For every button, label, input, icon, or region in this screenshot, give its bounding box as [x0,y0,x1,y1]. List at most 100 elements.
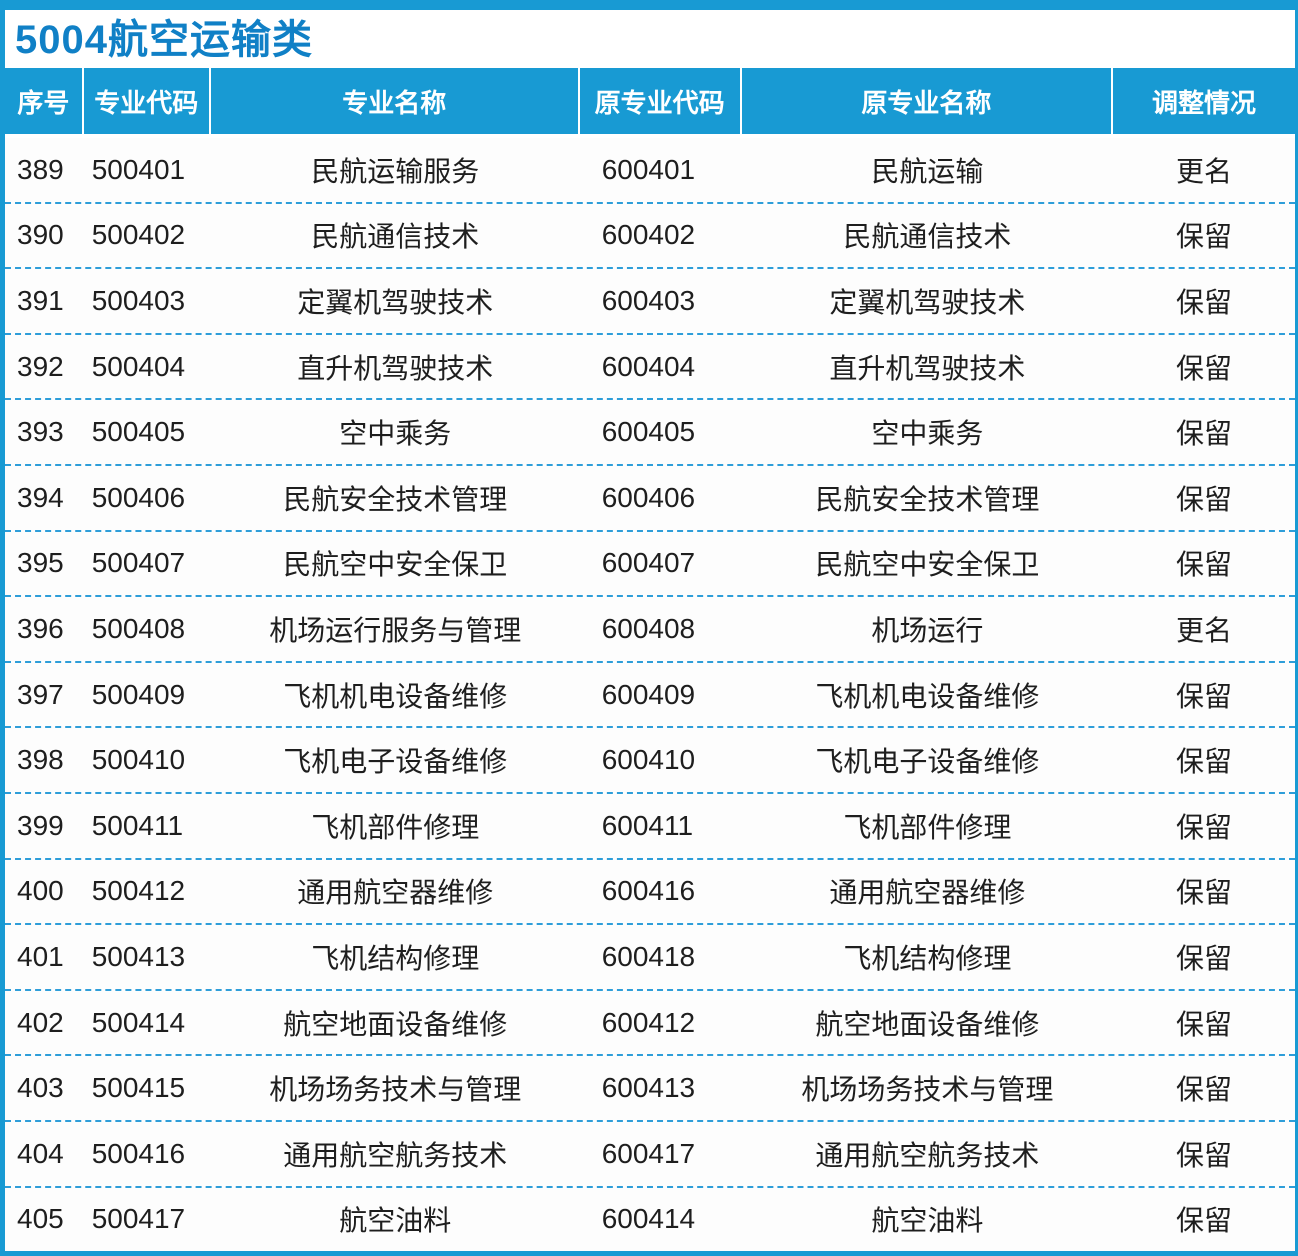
major-code-cell: 500405 [91,416,186,448]
serial-cell: 394 [17,481,64,513]
major-name-cell: 民航安全技术管理 [283,483,508,515]
adjustment-cell: 保留 [1176,1008,1233,1040]
old-name-cell: 航空地面设备维修 [815,1008,1040,1040]
serial-cell: 391 [17,284,64,316]
major-code-cell: 500413 [91,940,186,972]
adjustment-cell: 保留 [1176,549,1233,581]
adjustment-cell: 保留 [1176,746,1233,778]
serial-cell: 392 [17,350,64,382]
serial-cell: 395 [17,547,64,579]
adjustment-cell: 保留 [1176,221,1233,253]
old-name-cell: 通用航空航务技术 [815,1139,1040,1171]
table-row: 397 500409 飞机机电设备维修 600409 飞机机电设备维修 保留 [5,660,1295,727]
major-code-cell: 500415 [91,1072,186,1104]
major-name-cell: 民航运输服务 [311,155,480,187]
major-name-cell: 航空油料 [339,1205,452,1237]
major-name-cell: 飞机部件修理 [311,811,480,843]
old-code-cell: 600403 [601,284,696,316]
table-row: 396 500408 机场运行服务与管理 600408 机场运行 更名 [5,595,1295,661]
major-name-cell: 通用航空航务技术 [283,1139,508,1171]
old-code-cell: 600410 [601,744,696,776]
adjustment-cell: 保留 [1176,286,1233,318]
column-header-old-code: 原专业代码 [580,68,742,134]
adjustment-cell: 保留 [1176,680,1233,712]
table-row: 399 500411 飞机部件修理 600411 飞机部件修理 保留 [5,791,1295,858]
old-code-cell: 600414 [601,1203,696,1235]
adjustment-cell: 保留 [1176,483,1233,515]
old-code-cell: 600402 [601,219,696,251]
column-header-serial: 序号 [5,68,84,134]
old-name-cell: 机场运行 [871,614,984,646]
old-name-cell: 飞机电子设备维修 [815,746,1040,778]
column-header-adjustment: 调整情况 [1152,87,1257,118]
table-row: 398 500410 飞机电子设备维修 600410 飞机电子设备维修 保留 [5,726,1295,792]
major-code-cell: 500416 [91,1137,186,1169]
major-code-cell: 500408 [91,612,186,644]
serial-cell: 400 [17,875,64,907]
table-row: 395 500407 民航空中安全保卫 600407 民航空中安全保卫 保留 [5,529,1295,596]
major-code-cell: 500404 [91,350,186,382]
old-name-cell: 定翼机驾驶技术 [829,286,1026,318]
table-row: 402 500414 航空地面设备维修 600412 航空地面设备维修 保留 [5,988,1295,1055]
table-row: 389 500401 民航运输服务 600401 民航运输 更名 [5,138,1295,202]
column-header-major-code: 专业代码 [84,68,211,134]
table-header-row: 序号 专业代码 专业名称 原专业代码 原专业名称 调整情况 [5,68,1295,138]
major-name-cell: 空中乘务 [339,418,452,450]
old-name-cell: 飞机机电设备维修 [815,680,1040,712]
adjustment-cell: 保留 [1176,1139,1233,1171]
old-code-cell: 600407 [601,547,696,579]
old-code-cell: 600408 [601,612,696,644]
adjustment-cell: 保留 [1176,352,1233,384]
table-row: 390 500402 民航通信技术 600402 民航通信技术 保留 [5,201,1295,268]
serial-cell: 399 [17,809,64,841]
serial-cell: 402 [17,1006,64,1038]
major-code-cell: 500409 [91,678,186,710]
old-code-cell: 600413 [601,1072,696,1104]
table-row: 403 500415 机场场务技术与管理 600413 机场场务技术与管理 保留 [5,1054,1295,1120]
old-code-cell: 600417 [601,1137,696,1169]
old-name-cell: 通用航空器维修 [829,877,1026,909]
major-name-cell: 机场运行服务与管理 [269,614,522,646]
major-code-cell: 500411 [91,809,184,841]
adjustment-cell: 保留 [1176,811,1233,843]
major-name-cell: 飞机电子设备维修 [283,746,508,778]
major-name-cell: 飞机机电设备维修 [283,680,508,712]
serial-cell: 396 [17,612,64,644]
old-code-cell: 600418 [601,940,696,972]
old-name-cell: 民航空中安全保卫 [815,549,1040,581]
major-code-cell: 500402 [91,219,186,251]
adjustment-cell: 保留 [1176,877,1233,909]
old-name-cell: 空中乘务 [871,418,984,450]
adjustment-cell: 保留 [1176,418,1233,450]
table-row: 405 500417 航空油料 600414 航空油料 保留 [5,1185,1295,1252]
column-header-old-name: 原专业名称 [742,68,1114,134]
adjustment-cell: 保留 [1176,1074,1233,1106]
major-code-cell: 500403 [91,284,186,316]
table-row: 401 500413 飞机结构修理 600418 飞机结构修理 保留 [5,923,1295,989]
serial-cell: 393 [17,416,64,448]
old-code-cell: 600411 [601,809,694,841]
major-code-cell: 500401 [91,153,186,185]
table-rows: 389 500401 民航运输服务 600401 民航运输 更名 390 500402 民航通信… [5,138,1295,1251]
table-title: 5004航空运输类 [15,18,313,62]
old-code-cell: 600404 [601,350,696,382]
table-row: 393 500405 空中乘务 600405 空中乘务 保留 [5,398,1295,464]
major-name-cell: 民航通信技术 [311,221,480,253]
old-name-cell: 飞机部件修理 [843,811,1012,843]
serial-cell: 404 [17,1137,64,1169]
old-name-cell: 机场场务技术与管理 [801,1074,1054,1106]
major-name-cell: 机场场务技术与管理 [269,1074,522,1106]
old-code-cell: 600401 [601,153,696,185]
old-code-cell: 600409 [601,678,696,710]
major-name-cell: 民航空中安全保卫 [283,549,508,581]
serial-cell: 398 [17,744,64,776]
serial-cell: 389 [17,153,64,185]
adjustment-cell: 保留 [1176,1205,1233,1237]
major-name-cell: 定翼机驾驶技术 [297,286,494,318]
column-header-major-name: 专业名称 [211,68,580,134]
major-name-cell: 飞机结构修理 [311,942,480,974]
adjustment-cell: 保留 [1176,942,1233,974]
major-name-cell: 通用航空器维修 [297,877,494,909]
serial-cell: 405 [17,1203,64,1235]
